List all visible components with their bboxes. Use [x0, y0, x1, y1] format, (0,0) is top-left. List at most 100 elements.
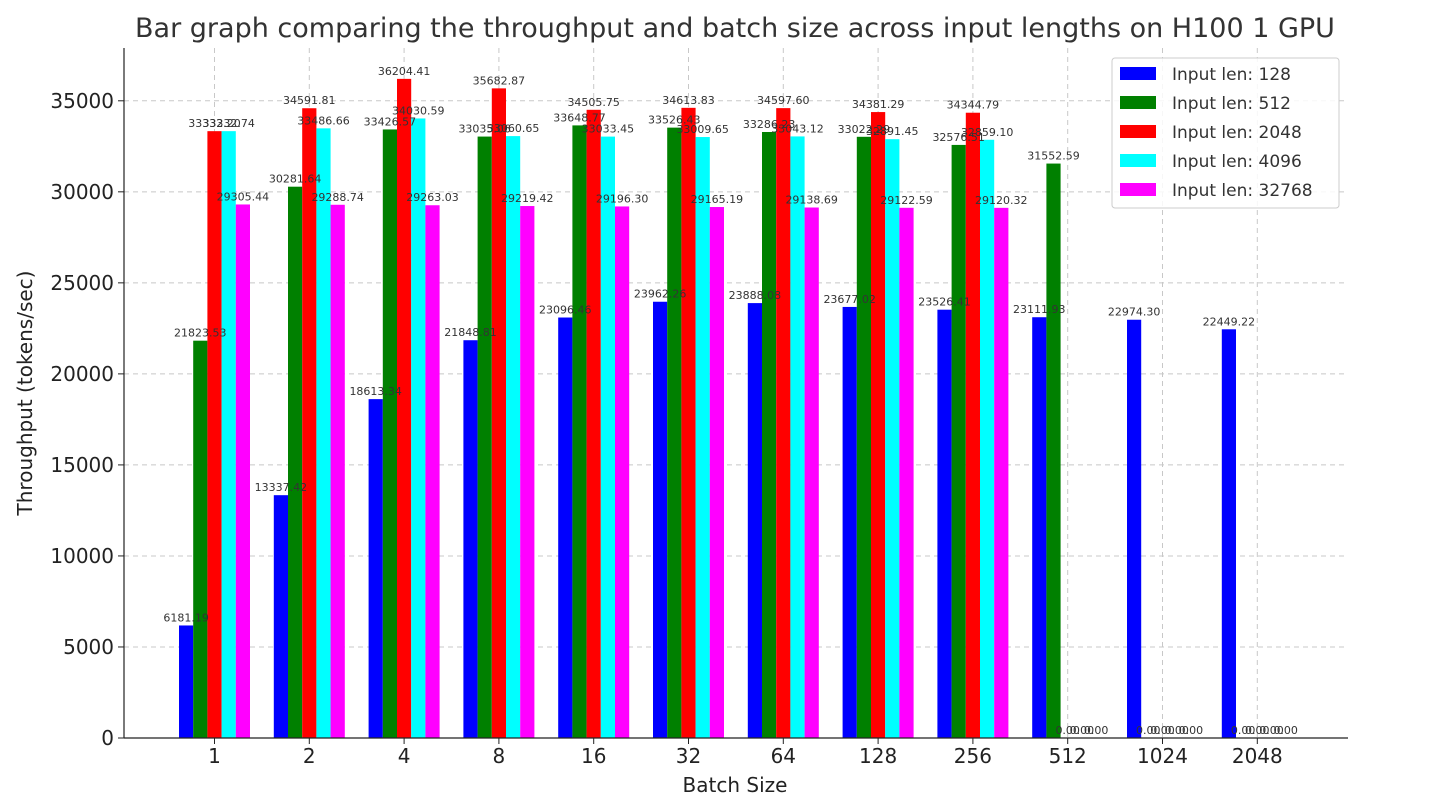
- data-label: 29288.74: [311, 191, 364, 204]
- bar: [804, 207, 819, 738]
- data-label: 33286.23: [743, 118, 796, 131]
- data-label: 34030.59: [392, 104, 445, 117]
- bar: [491, 88, 506, 739]
- data-label: 21823.53: [174, 327, 227, 340]
- x-tick-label: 256: [954, 744, 992, 768]
- data-label: 33033.45: [582, 123, 635, 136]
- data-label: 29120.32: [975, 194, 1028, 207]
- data-label: 23962.26: [634, 288, 687, 301]
- y-tick-label: 10000: [50, 544, 114, 568]
- bar: [951, 144, 966, 738]
- bar: [520, 206, 535, 739]
- bar: [193, 340, 208, 738]
- data-label: 32859.10: [961, 126, 1014, 139]
- data-label: 33009.65: [676, 123, 729, 136]
- bar: [207, 131, 222, 739]
- data-label: 33035.06: [458, 123, 511, 136]
- y-ticks: 0 5000 10000 15000 20000 25000 30000 35000: [50, 89, 124, 750]
- x-tick-label: 4: [398, 744, 411, 768]
- legend-swatch: [1120, 125, 1156, 138]
- data-label: 0.00: [1084, 724, 1109, 737]
- data-label: 0.00: [1055, 724, 1080, 737]
- data-label: 29122.59: [880, 194, 933, 207]
- data-label: 6181.19: [163, 611, 209, 624]
- y-tick-label: 35000: [50, 89, 114, 113]
- bar: [615, 206, 630, 738]
- bar: [965, 112, 980, 738]
- y-axis-label: Throughput (tokens/sec): [13, 271, 37, 517]
- data-label: 0.00: [1070, 724, 1095, 737]
- bar: [572, 125, 587, 738]
- bar: [425, 205, 440, 739]
- data-label: 35682.87: [473, 74, 526, 87]
- data-label: 34344.79: [947, 99, 1000, 112]
- data-label: 33486.66: [297, 114, 350, 127]
- data-label: 0.00: [1259, 724, 1284, 737]
- data-label: 23888.08: [729, 289, 782, 302]
- bar: [1127, 319, 1142, 738]
- value-labels: 6181.19 13337.42 18613.34 21848.81 23096.46 2…: [163, 65, 1298, 737]
- data-label: 18613.34: [349, 385, 402, 398]
- data-label: 23677.02: [823, 293, 876, 306]
- x-tick-label: 2: [303, 744, 316, 768]
- y-tick-label: 30000: [50, 180, 114, 204]
- data-label: 33332.74: [202, 117, 255, 130]
- legend-entry: Input len: 128: [1172, 65, 1291, 85]
- x-tick-label: 32: [676, 744, 701, 768]
- legend-swatch: [1120, 67, 1156, 80]
- bar: [397, 78, 412, 739]
- bar: [790, 136, 805, 739]
- data-label: 29196.30: [596, 192, 649, 205]
- data-label: 36204.41: [378, 65, 431, 78]
- data-label: 29219.42: [501, 192, 554, 205]
- bar: [558, 317, 573, 738]
- data-label: 33060.65: [487, 122, 540, 135]
- bar: [842, 306, 857, 738]
- x-tick-label: 1: [208, 744, 221, 768]
- x-axis-label: Batch Size: [683, 773, 788, 797]
- x-tick-label: 2048: [1232, 744, 1283, 768]
- data-label: 0.00: [1245, 724, 1270, 737]
- data-label: 0.00: [1179, 724, 1204, 737]
- legend: Input len: 128 Input len: 512 Input len: 2…: [1111, 57, 1340, 209]
- data-label: 22974.30: [1108, 306, 1161, 319]
- data-label: 13337.42: [255, 481, 308, 494]
- data-label: 34597.60: [757, 94, 810, 107]
- bar: [856, 136, 871, 739]
- bar: [235, 204, 250, 738]
- data-label: 32576.51: [932, 131, 985, 144]
- data-label: 34613.83: [662, 94, 715, 107]
- data-label: 0.00: [1273, 724, 1298, 737]
- legend-swatch: [1120, 154, 1156, 167]
- bar: [600, 136, 615, 738]
- bar: [776, 108, 791, 738]
- data-label: 29138.69: [785, 194, 838, 207]
- legend-entry: Input len: 32768: [1172, 181, 1313, 201]
- bar: [368, 399, 383, 738]
- y-tick-label: 0: [101, 726, 114, 750]
- bar: [653, 301, 668, 738]
- bar: [747, 303, 762, 738]
- legend-entry: Input len: 512: [1172, 94, 1291, 114]
- data-label: 29305.44: [217, 190, 270, 203]
- bar: [667, 127, 682, 738]
- bar: [302, 108, 317, 738]
- data-label: 34381.29: [852, 98, 905, 111]
- bar: [586, 109, 601, 739]
- axes: [123, 48, 1348, 739]
- data-label: 34591.81: [283, 94, 336, 107]
- x-tick-label: 16: [581, 744, 606, 768]
- bar: [885, 139, 900, 738]
- bar: [477, 136, 492, 739]
- data-label: 33648.77: [553, 111, 606, 124]
- bar: [681, 107, 696, 738]
- y-tick-label: 25000: [50, 271, 114, 295]
- data-label: 0.00: [1231, 724, 1256, 737]
- data-label: 33043.12: [771, 122, 824, 135]
- x-ticks: 1 2 4 8 16 32 64 128 256 512 1024 2048: [208, 738, 1283, 768]
- bar: [762, 131, 777, 739]
- bar: [709, 207, 724, 739]
- bar: [288, 186, 303, 739]
- bar: [871, 112, 886, 739]
